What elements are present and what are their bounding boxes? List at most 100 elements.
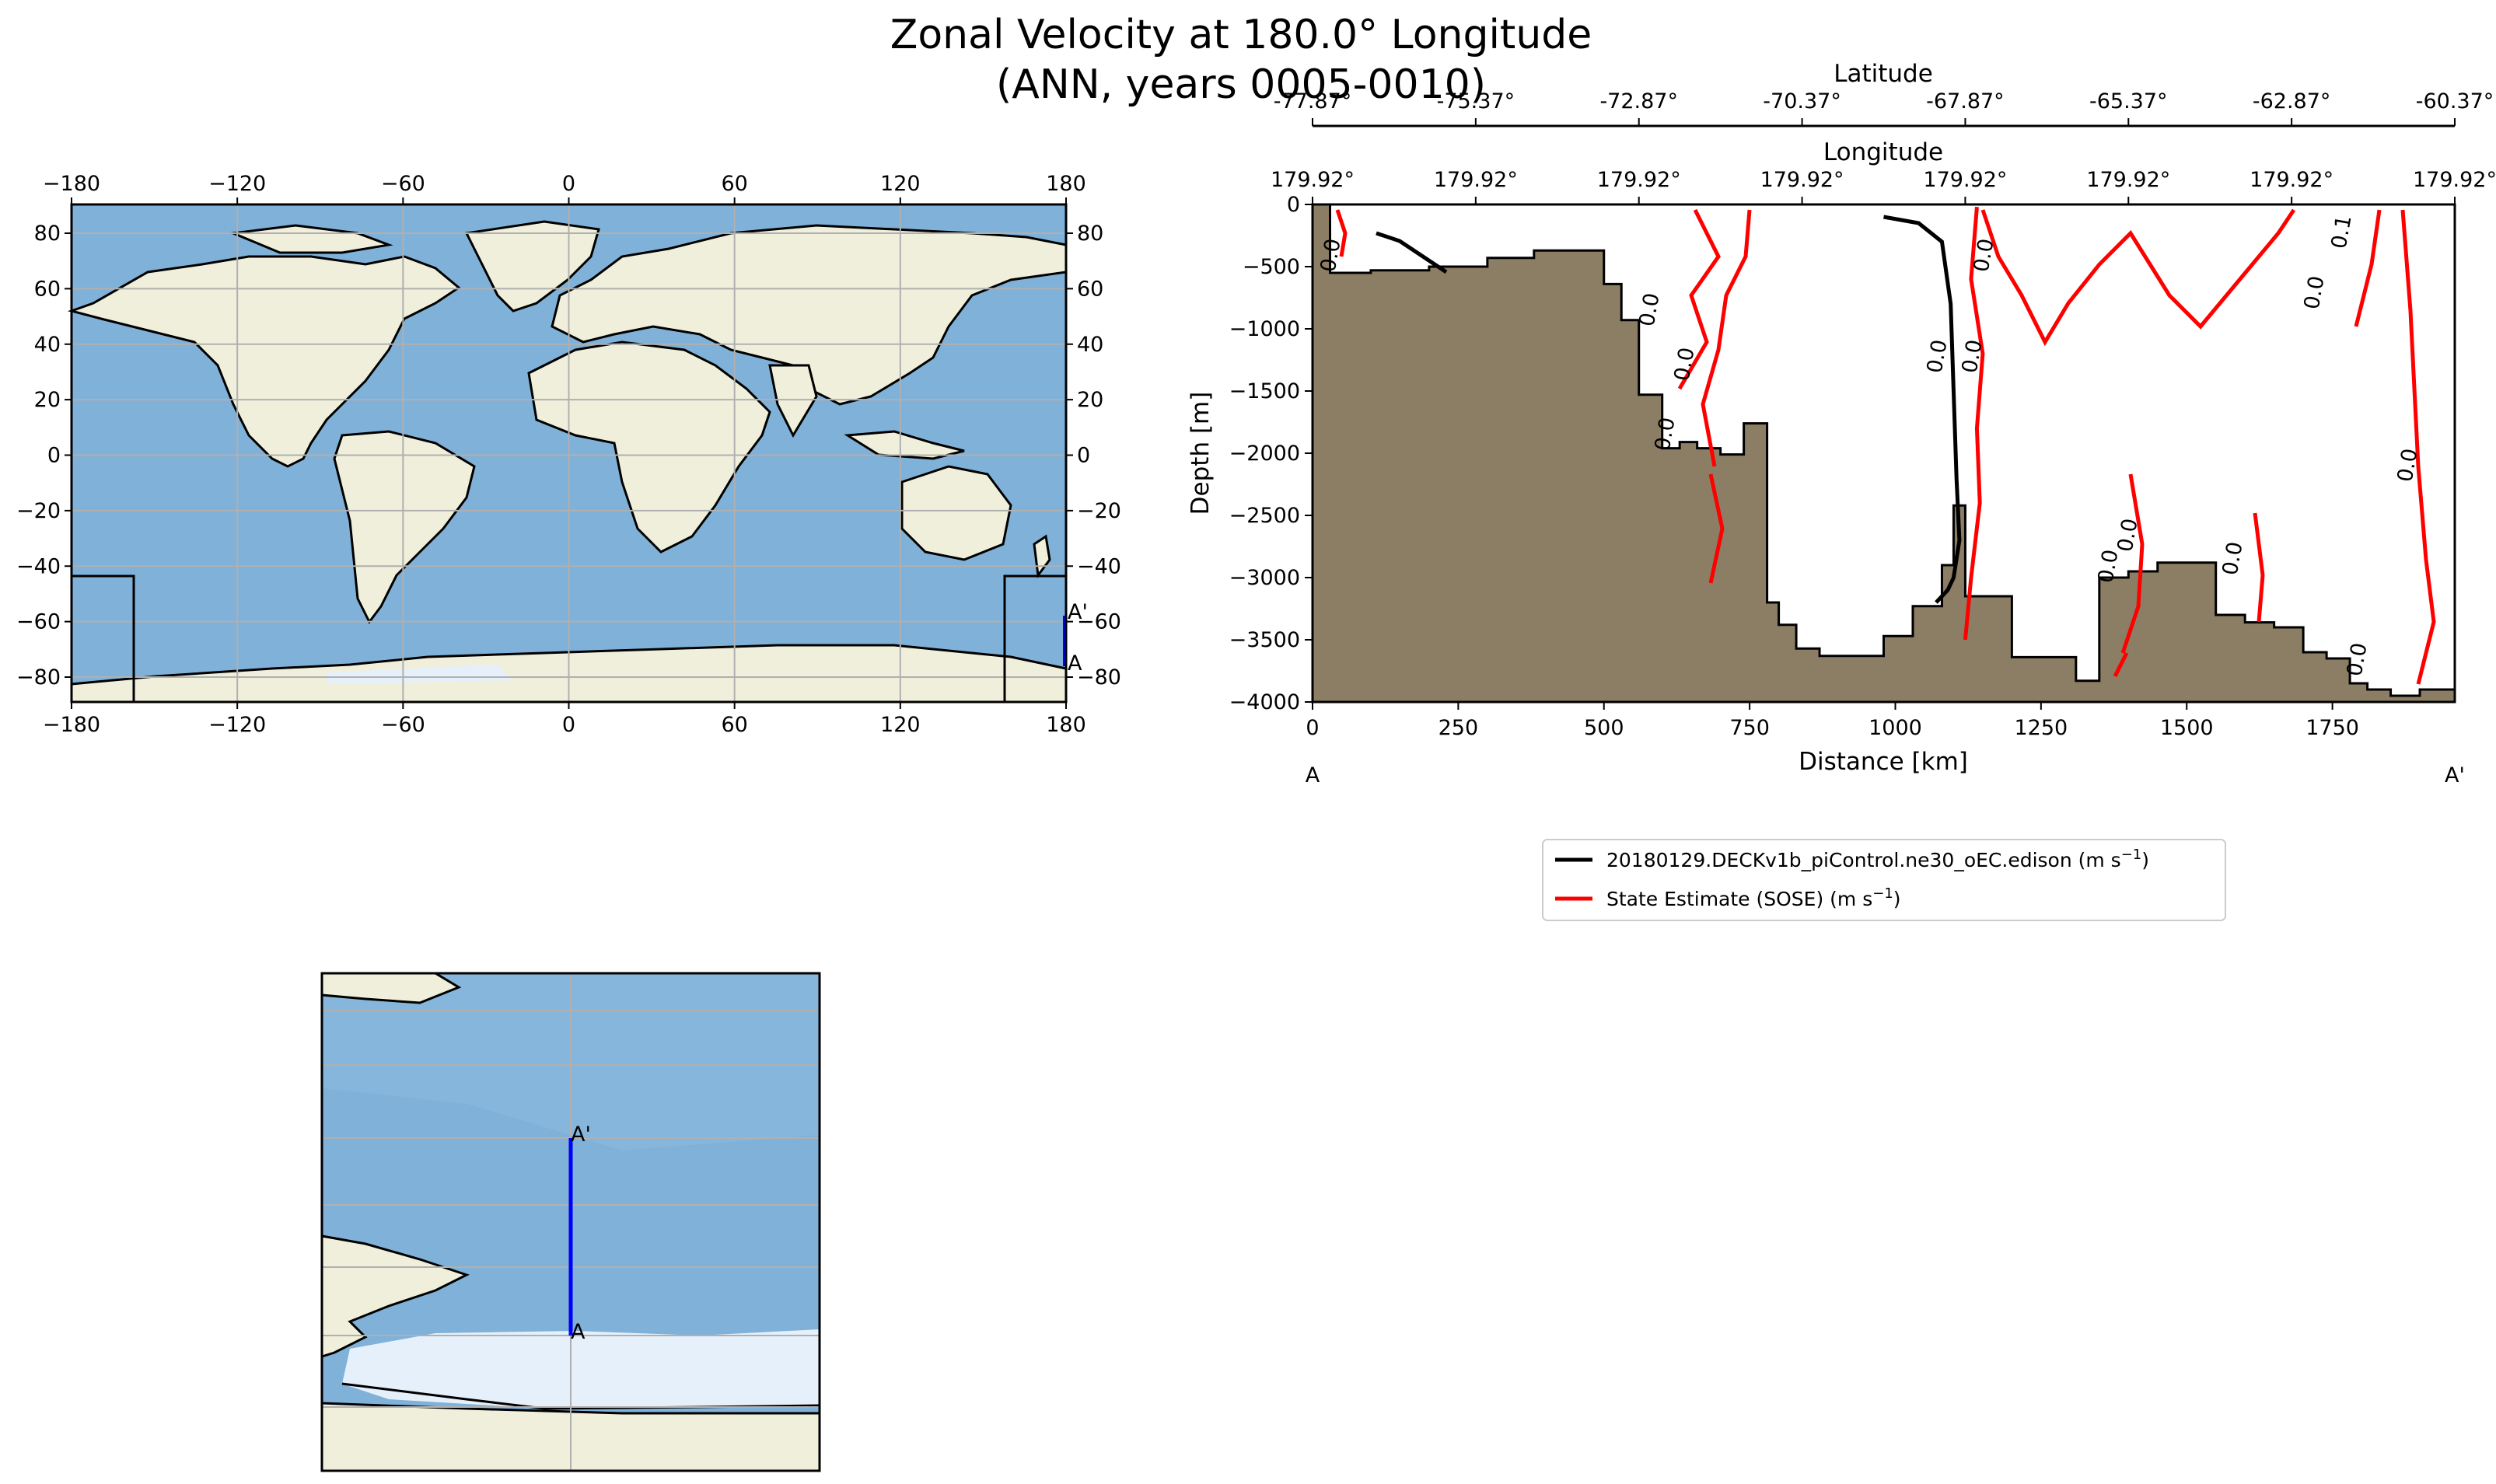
sose-contour-segment	[1708, 473, 1725, 584]
legend-model-unit-sup: −1	[2121, 847, 2142, 863]
section-y-axis: 0 −500 −1000 −1500 −2000 −2500 −3000 −3500 −4000	[1229, 193, 1313, 714]
world-x-tick-label-top: −60	[381, 172, 425, 196]
longitude-tick-label: 179.92°	[1760, 168, 1844, 192]
contour-label: 0.0	[1970, 237, 1999, 274]
world-y-tick-label-left: 80	[34, 222, 61, 246]
world-y-tick-label-right: 20	[1077, 388, 1103, 412]
section-x-label: Distance [km]	[1799, 748, 1968, 776]
world-x-tick-label-bottom: −120	[208, 713, 266, 737]
section-end-label-a-prime: A'	[2445, 763, 2465, 787]
section-y-tick-label: −500	[1243, 255, 1300, 279]
sose-contour-segment	[1335, 209, 1348, 257]
contour-label: 0.0	[1635, 292, 1665, 329]
section-x-tick-label: 1250	[2015, 716, 2068, 740]
section-x-axis: 0 250 500 750 1000 1250 1500 1750	[1306, 702, 2359, 740]
figure-title-line2: (ANN, years 0005-0010)	[996, 61, 1486, 108]
transect-section-plot: 0.00.00.00.00.00.00.00.00.00.00.00.00.00…	[1187, 60, 2496, 787]
contour-label: 0.0	[1316, 237, 1346, 274]
latitude-tick-label: -65.37°	[2089, 89, 2168, 113]
longitude-tick-label: 179.92°	[2413, 168, 2496, 192]
land-eurasia	[551, 224, 1068, 406]
sose-zero-contour	[1963, 206, 1985, 641]
contour-label: 0.0	[2218, 540, 2248, 578]
world-x-tick-label-top: 180	[1046, 172, 1086, 196]
contour-label: 0.0	[1958, 338, 1987, 375]
latitude-tick-label: -75.37°	[1437, 89, 1515, 113]
latitude-tick-label: -70.37°	[1763, 89, 1841, 113]
world-x-tick-label-bottom: 120	[880, 713, 921, 737]
world-y-tick-label-right: −80	[1077, 665, 1121, 690]
legend-model-unit-end: )	[2141, 849, 2149, 871]
sose-contour-segment	[1701, 209, 1752, 467]
world-y-tick-label-right: 60	[1077, 277, 1103, 301]
world-y-tick-label-left: 0	[47, 444, 61, 468]
inset-map-land-left	[320, 1234, 470, 1359]
sose-contours	[1335, 206, 2436, 685]
longitude-tick-label: 179.92°	[2086, 168, 2170, 192]
contour-label: 0.0	[1670, 346, 1700, 383]
latitude-tick-label: -77.87°	[1274, 89, 1352, 113]
latitude-axis-ticks: -77.87° -75.37° -72.87° -70.37° -67.87° -65.3…	[1274, 89, 2494, 126]
section-x-tick-label: 0	[1306, 716, 1319, 740]
land-africa	[527, 340, 771, 553]
latitude-axis-label: Latitude	[1834, 60, 1933, 88]
world-x-tick-label-bottom: 180	[1046, 713, 1086, 737]
world-y-tick-label-left: −60	[16, 610, 61, 634]
section-x-tick-label: 1500	[2160, 716, 2214, 740]
section-x-tick-label: 500	[1584, 716, 1624, 740]
legend-model-name: 20180129.DECKv1b_piControl.ne30_oEC.edis…	[1606, 849, 2121, 871]
inset-map-label-a-prime: A'	[571, 1123, 591, 1147]
section-x-tick-label: 250	[1439, 716, 1479, 740]
contour-label: 0.0	[1651, 416, 1680, 453]
section-x-tick-label: 1750	[2305, 716, 2359, 740]
sose-contour-segment	[2354, 209, 2382, 327]
world-y-tick-label-left: 20	[34, 388, 61, 412]
world-x-tick-label-top: −120	[208, 172, 266, 196]
world-map: A' A −180 −180 −120 −120 −60 −60 0 0 60 60 120 120 1…	[16, 172, 1121, 737]
world-y-tick-label-right: 40	[1077, 333, 1103, 357]
legend-sose-unit-sup: −1	[1872, 885, 1893, 902]
inset-map-frame	[320, 972, 821, 1472]
world-y-tick-label-left: −40	[16, 554, 61, 578]
longitude-axis-label: Longitude	[1823, 138, 1943, 166]
section-y-tick-label: −3000	[1229, 566, 1300, 590]
legend-model-label: 20180129.DECKv1b_piControl.ne30_oEC.edis…	[1606, 847, 2149, 872]
latitude-tick-label: -62.87°	[2253, 89, 2331, 113]
sose-contour-segment	[2253, 512, 2265, 623]
contour-label: 0.0	[2300, 274, 2330, 312]
section-y-tick-label: −1000	[1229, 317, 1300, 341]
section-y-tick-label: −3500	[1229, 628, 1300, 652]
world-x-tick-label-bottom: 0	[562, 713, 575, 737]
world-y-tick-label-right: 80	[1077, 222, 1103, 246]
sose-contour-segment	[2400, 209, 2436, 685]
world-x-tick-label-bottom: −60	[381, 713, 425, 737]
land-north-america	[67, 255, 461, 468]
section-y-tick-label: 0	[1287, 193, 1300, 217]
world-map-label-a: A	[1068, 651, 1082, 676]
legend-sose-name: State Estimate (SOSE) (m s	[1606, 888, 1872, 910]
latitude-tick-label: -72.87°	[1599, 89, 1678, 113]
sose-contour-segment	[1677, 208, 1721, 390]
contour-label: 0.0	[2113, 517, 2143, 554]
world-y-tick-label-left: 40	[34, 333, 61, 357]
world-x-tick-label-bottom: −180	[43, 713, 100, 737]
legend-frame	[1542, 839, 2226, 921]
world-y-tick-label-right: −60	[1077, 610, 1121, 634]
world-map-ticks: −180 −180 −120 −120 −60 −60 0 0 60 60 120 120 180 180…	[16, 172, 1121, 737]
world-x-tick-label-top: 120	[880, 172, 921, 196]
section-y-tick-label: −1500	[1229, 379, 1300, 403]
sose-contour-segment	[2113, 651, 2129, 678]
land-australia	[900, 465, 1012, 561]
longitude-tick-label: 179.92°	[1271, 168, 1355, 192]
latitude-tick-label: -60.37°	[2416, 89, 2494, 113]
land-arctic-islands	[229, 224, 393, 254]
contour-label: 0.0	[2094, 548, 2124, 585]
legend: 20180129.DECKv1b_piControl.ne30_oEC.edis…	[1542, 839, 2226, 921]
figure-title-line1: Zonal Velocity at 180.0° Longitude	[890, 12, 1592, 58]
section-end-label-a: A	[1306, 763, 1320, 787]
contour-labels: 0.00.00.00.00.00.00.00.00.00.00.00.00.00…	[1316, 214, 2423, 679]
world-map-ice-shelf	[327, 665, 513, 684]
section-y-tick-label: −2500	[1229, 504, 1300, 528]
legend-sose-unit-end: )	[1893, 888, 1901, 910]
